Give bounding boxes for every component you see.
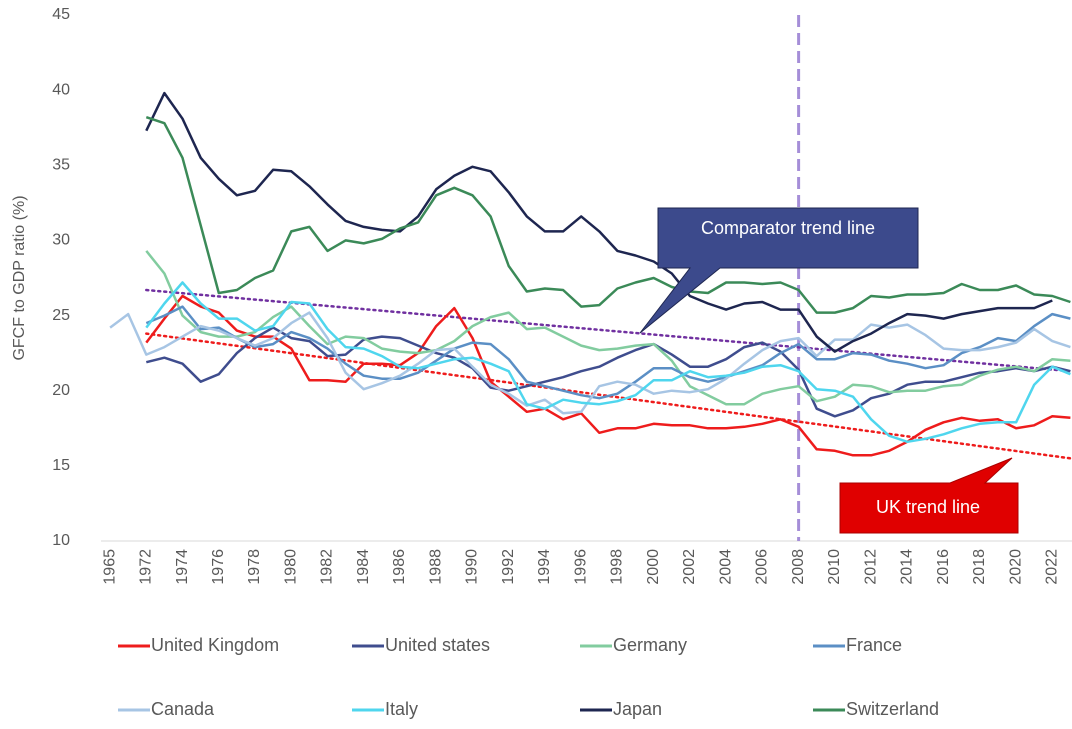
x-tick-label: 2008 <box>790 549 807 585</box>
x-tick-label: 1980 <box>282 549 299 585</box>
x-tick-label: 2022 <box>1044 549 1061 585</box>
x-tick-label: 2010 <box>826 549 843 585</box>
series-line <box>145 294 1071 457</box>
series-line <box>109 311 1071 415</box>
callout-box <box>839 457 1019 534</box>
x-tick-label: 2012 <box>862 549 879 585</box>
y-axis-title: GFCF to GDP ratio (%) <box>11 195 28 360</box>
legend-label: United Kingdom <box>151 635 279 655</box>
comparator-callout: Comparator trend line <box>639 207 919 334</box>
x-tick-label: 1992 <box>500 549 517 585</box>
x-tick-label: 2000 <box>645 549 662 585</box>
x-tick-label: 1978 <box>246 549 263 585</box>
trend-line <box>145 332 1072 460</box>
series-line <box>145 116 1071 314</box>
x-tick-label: 1994 <box>536 549 553 585</box>
y-tick-label: 45 <box>52 6 70 23</box>
legend-label: Italy <box>385 699 418 719</box>
y-tick-label: 40 <box>52 81 70 98</box>
legend-label: Switzerland <box>846 699 939 719</box>
y-tick-label: 35 <box>52 157 70 174</box>
x-tick-label: 1984 <box>355 549 372 585</box>
x-tick-label: 1976 <box>210 549 227 585</box>
callout-box <box>639 207 919 334</box>
legend-label: France <box>846 635 902 655</box>
x-tick-label: 2004 <box>717 549 734 585</box>
series-line <box>145 250 1071 406</box>
series-line <box>145 305 1071 400</box>
series-line <box>145 326 1071 418</box>
trend-line <box>145 288 1072 373</box>
x-tick-label: 1998 <box>609 549 626 585</box>
series-line <box>145 281 1071 444</box>
x-tick-label: 1972 <box>138 549 155 585</box>
y-tick-label: 20 <box>52 382 70 399</box>
legend-label: Canada <box>151 699 215 719</box>
x-tick-label: 1965 <box>101 549 118 585</box>
series-line <box>145 91 1053 353</box>
legend-label: Germany <box>613 635 687 655</box>
annotation: Comparator trend line <box>701 218 875 238</box>
x-tick-label: 2014 <box>899 549 916 585</box>
legend-label: Japan <box>613 699 662 719</box>
y-tick-label: 25 <box>52 307 70 324</box>
x-tick-label: 1990 <box>464 549 481 585</box>
x-tick-label: 2016 <box>935 549 952 585</box>
uk-callout: UK trend line <box>839 457 1019 534</box>
x-tick-label: 2018 <box>971 549 988 585</box>
y-tick-label: 10 <box>52 532 70 549</box>
x-tick-label: 1982 <box>319 549 336 585</box>
x-tick-label: 1996 <box>572 549 589 585</box>
x-tick-label: 2020 <box>1007 549 1024 585</box>
y-tick-label: 30 <box>52 232 70 249</box>
y-tick-label: 15 <box>52 457 70 474</box>
x-tick-label: 2002 <box>681 549 698 585</box>
x-tick-label: 1974 <box>174 549 191 585</box>
plot-area: 10 15 20 25 30 35 40 45 1965 1972 1974 1976 1978 1980… <box>52 6 1072 585</box>
x-tick-label: 1986 <box>391 549 408 585</box>
x-tick-label: 1988 <box>427 549 444 585</box>
x-tick-label: 2006 <box>754 549 771 585</box>
legend-label: United states <box>385 635 490 655</box>
legend: United Kingdom United states Germany France… <box>118 635 939 719</box>
annotation: UK trend line <box>876 497 980 517</box>
